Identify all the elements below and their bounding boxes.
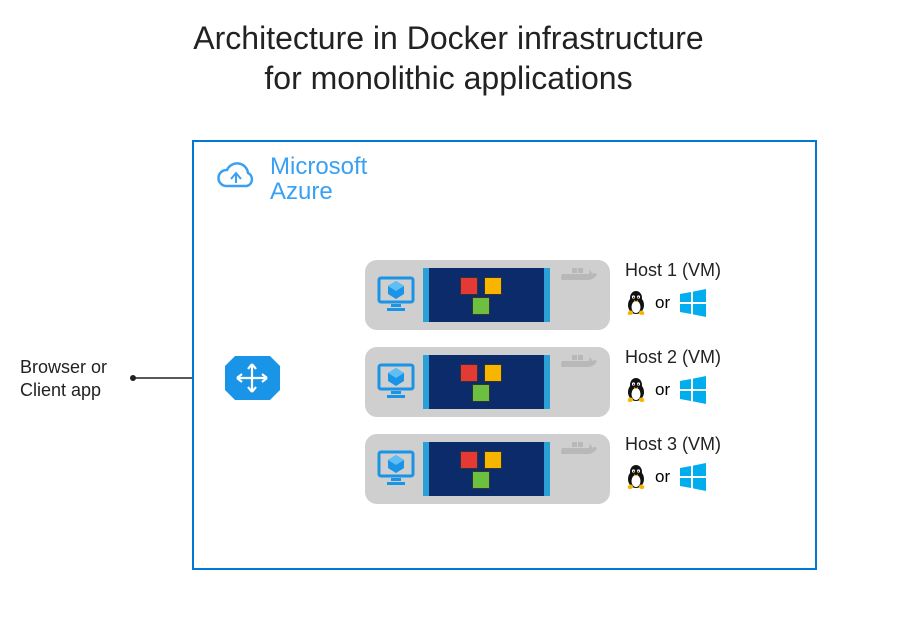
vm-monitor-icon xyxy=(377,450,415,493)
linux-icon xyxy=(625,290,647,316)
windows-icon xyxy=(678,288,708,318)
title-line2: for monolithic applications xyxy=(264,60,632,96)
linux-icon xyxy=(625,377,647,403)
client-line2: Client app xyxy=(20,380,101,400)
os-row-1: or xyxy=(625,288,708,318)
client-label: Browser or Client app xyxy=(20,356,107,403)
title-line1: Architecture in Docker infrastructure xyxy=(193,20,703,56)
azure-brand-text: Microsoft Azure xyxy=(270,154,367,204)
app-blocks xyxy=(452,274,522,316)
host-row-3 xyxy=(365,434,610,504)
os-or-text: or xyxy=(655,467,670,487)
os-row-2: or xyxy=(625,375,708,405)
os-or-text: or xyxy=(655,380,670,400)
host-label-1: Host 1 (VM) xyxy=(625,260,721,281)
azure-brand-line1: Microsoft xyxy=(270,153,367,180)
client-line1: Browser or xyxy=(20,357,107,377)
azure-brand-line2: Azure xyxy=(270,178,333,205)
block-red xyxy=(460,364,478,382)
host-label-2: Host 2 (VM) xyxy=(625,347,721,368)
docker-container xyxy=(423,442,550,496)
vm-monitor-icon xyxy=(377,276,415,319)
azure-brand: Microsoft Azure xyxy=(214,154,367,204)
windows-icon xyxy=(678,375,708,405)
windows-icon xyxy=(678,462,708,492)
vm-monitor-icon xyxy=(377,363,415,406)
block-red xyxy=(460,451,478,469)
docker-whale-icon xyxy=(560,440,600,471)
host-label-3: Host 3 (VM) xyxy=(625,434,721,455)
load-balancer xyxy=(225,356,280,400)
os-row-3: or xyxy=(625,462,708,492)
azure-cloud-icon xyxy=(214,162,258,196)
block-green xyxy=(472,471,490,489)
load-balancer-icon xyxy=(225,356,280,400)
block-orange xyxy=(484,364,502,382)
host-row-2 xyxy=(365,347,610,417)
docker-container xyxy=(423,355,550,409)
app-blocks xyxy=(452,448,522,490)
docker-container xyxy=(423,268,550,322)
docker-whale-icon xyxy=(560,266,600,297)
diagram-title: Architecture in Docker infrastructure fo… xyxy=(0,0,897,98)
app-blocks xyxy=(452,361,522,403)
block-green xyxy=(472,384,490,402)
host-row-1 xyxy=(365,260,610,330)
os-or-text: or xyxy=(655,293,670,313)
block-orange xyxy=(484,451,502,469)
block-orange xyxy=(484,277,502,295)
linux-icon xyxy=(625,464,647,490)
block-green xyxy=(472,297,490,315)
block-red xyxy=(460,277,478,295)
docker-whale-icon xyxy=(560,353,600,384)
